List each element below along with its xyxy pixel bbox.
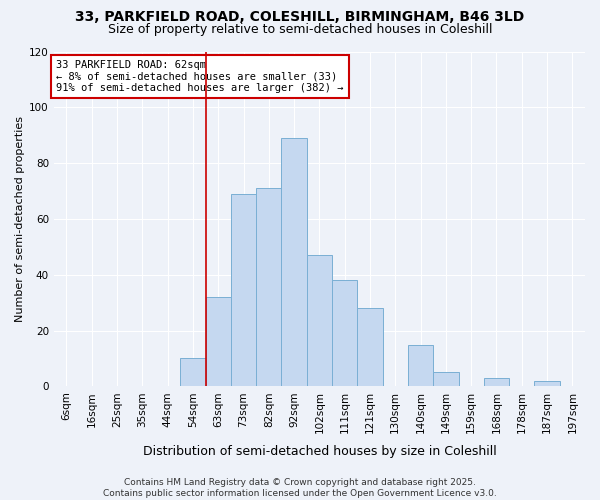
Bar <box>231 194 256 386</box>
Y-axis label: Number of semi-detached properties: Number of semi-detached properties <box>15 116 25 322</box>
Bar <box>307 255 332 386</box>
Text: Contains HM Land Registry data © Crown copyright and database right 2025.
Contai: Contains HM Land Registry data © Crown c… <box>103 478 497 498</box>
Bar <box>256 188 281 386</box>
Bar <box>408 344 433 387</box>
Bar <box>206 297 231 386</box>
Bar <box>535 381 560 386</box>
Bar <box>433 372 458 386</box>
Bar <box>180 358 206 386</box>
Bar <box>358 308 383 386</box>
X-axis label: Distribution of semi-detached houses by size in Coleshill: Distribution of semi-detached houses by … <box>143 444 496 458</box>
Text: 33, PARKFIELD ROAD, COLESHILL, BIRMINGHAM, B46 3LD: 33, PARKFIELD ROAD, COLESHILL, BIRMINGHA… <box>76 10 524 24</box>
Text: Size of property relative to semi-detached houses in Coleshill: Size of property relative to semi-detach… <box>108 22 492 36</box>
Bar <box>281 138 307 386</box>
Bar <box>484 378 509 386</box>
Bar <box>332 280 358 386</box>
Text: 33 PARKFIELD ROAD: 62sqm
← 8% of semi-detached houses are smaller (33)
91% of se: 33 PARKFIELD ROAD: 62sqm ← 8% of semi-de… <box>56 60 344 93</box>
